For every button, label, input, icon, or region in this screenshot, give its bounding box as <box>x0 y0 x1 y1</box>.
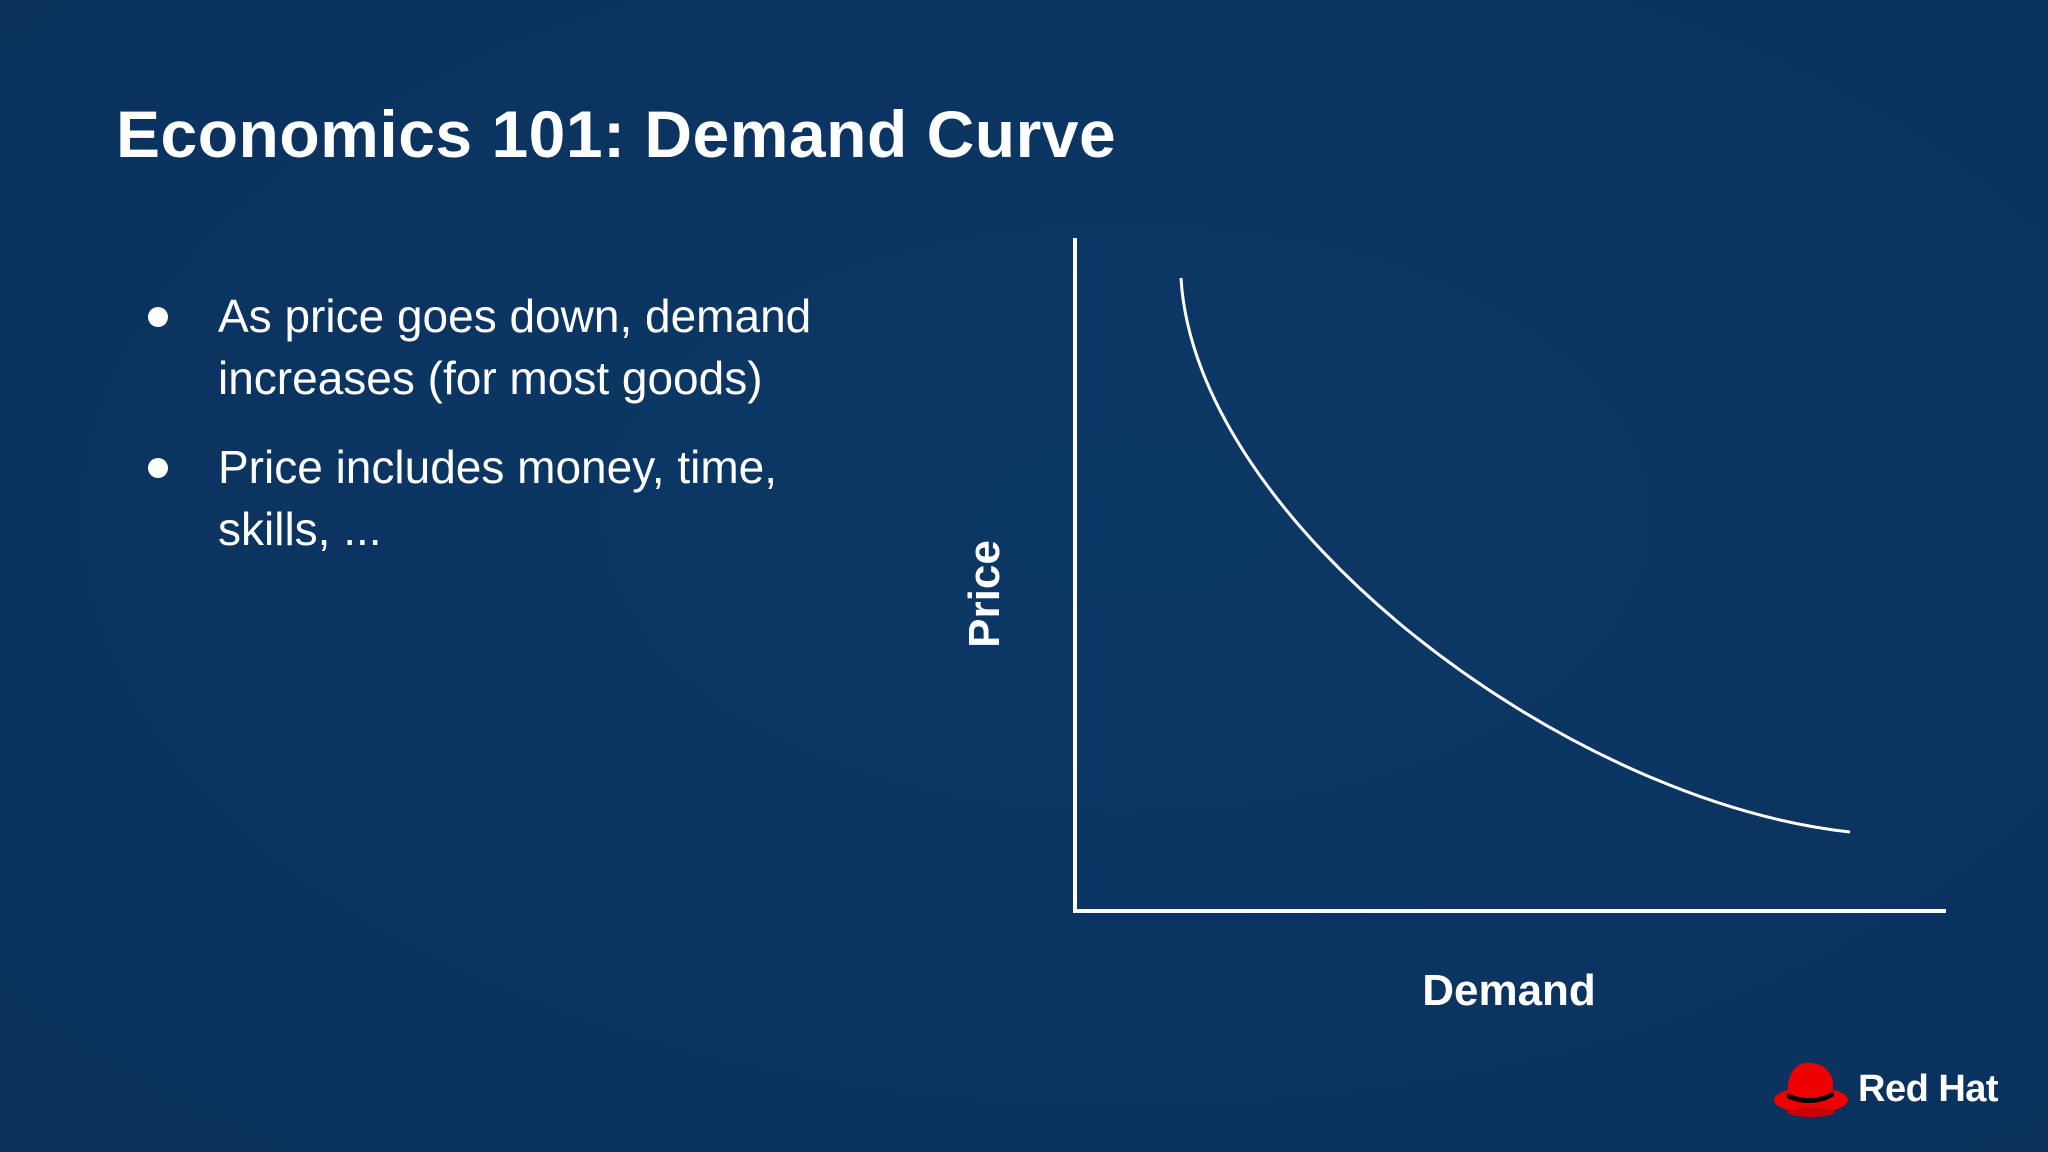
bullet-dot-icon <box>148 307 168 327</box>
bullet-dot-icon <box>148 458 168 478</box>
bullet-text-line: increases (for most goods) <box>218 352 763 404</box>
bullet-text-line: Price includes money, time, <box>218 441 778 493</box>
bullet-item: As price goes down, demand increases (fo… <box>140 285 940 409</box>
logo-text: Red Hat <box>1858 1067 1999 1110</box>
bullet-list: As price goes down, demand increases (fo… <box>140 285 940 587</box>
y-axis-label: Price <box>960 540 1009 648</box>
bullet-text-line: As price goes down, demand <box>218 290 812 342</box>
slide-title: Economics 101: Demand Curve <box>116 97 1117 171</box>
x-axis-label: Demand <box>1422 966 1596 1015</box>
demand-curve <box>1179 277 1851 834</box>
bullet-text-line: skills, ... <box>218 503 382 555</box>
red-hat-logo: Red Hat <box>1772 1058 1999 1120</box>
bullet-item: Price includes money, time, skills, ... <box>140 436 940 560</box>
red-fedora-icon <box>1774 1062 1848 1117</box>
